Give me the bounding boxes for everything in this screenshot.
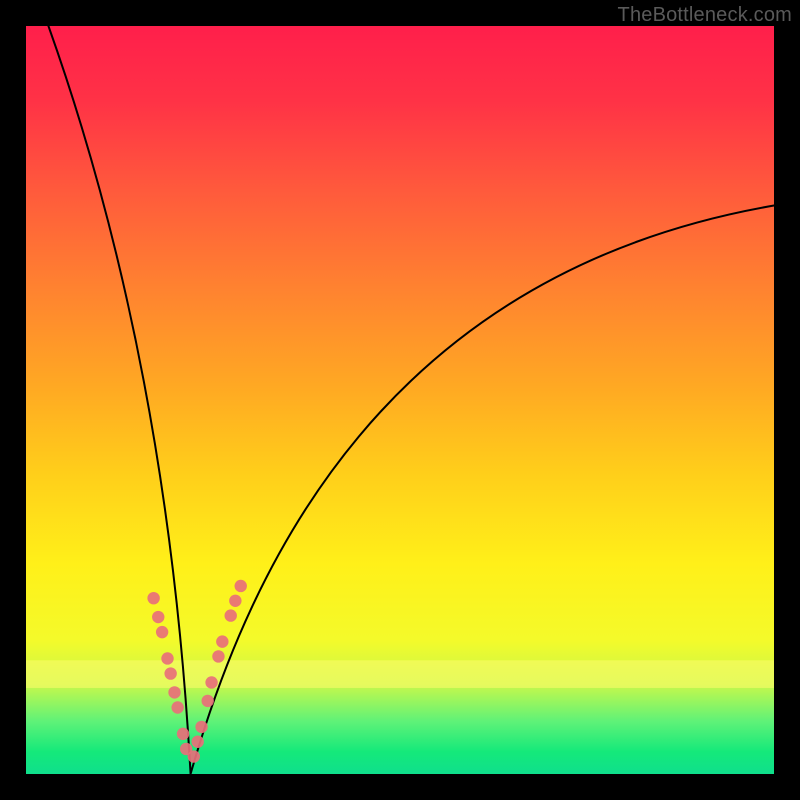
watermark-text: TheBottleneck.com xyxy=(618,4,792,27)
data-marker xyxy=(229,595,241,607)
chart-svg xyxy=(0,0,800,800)
data-marker xyxy=(164,667,176,679)
data-marker xyxy=(171,701,183,713)
data-marker xyxy=(152,611,164,623)
data-marker xyxy=(177,728,189,740)
data-marker xyxy=(235,580,247,592)
data-marker xyxy=(191,736,203,748)
data-marker xyxy=(216,635,228,647)
data-marker xyxy=(188,750,200,762)
data-marker xyxy=(212,650,224,662)
highlight-band xyxy=(26,660,774,688)
data-marker xyxy=(225,609,237,621)
data-marker xyxy=(147,592,159,604)
data-marker xyxy=(205,676,217,688)
data-marker xyxy=(168,686,180,698)
data-marker xyxy=(195,721,207,733)
data-marker xyxy=(201,695,213,707)
data-marker xyxy=(161,652,173,664)
chart-stage: TheBottleneck.com xyxy=(0,0,800,800)
data-marker xyxy=(156,626,168,638)
